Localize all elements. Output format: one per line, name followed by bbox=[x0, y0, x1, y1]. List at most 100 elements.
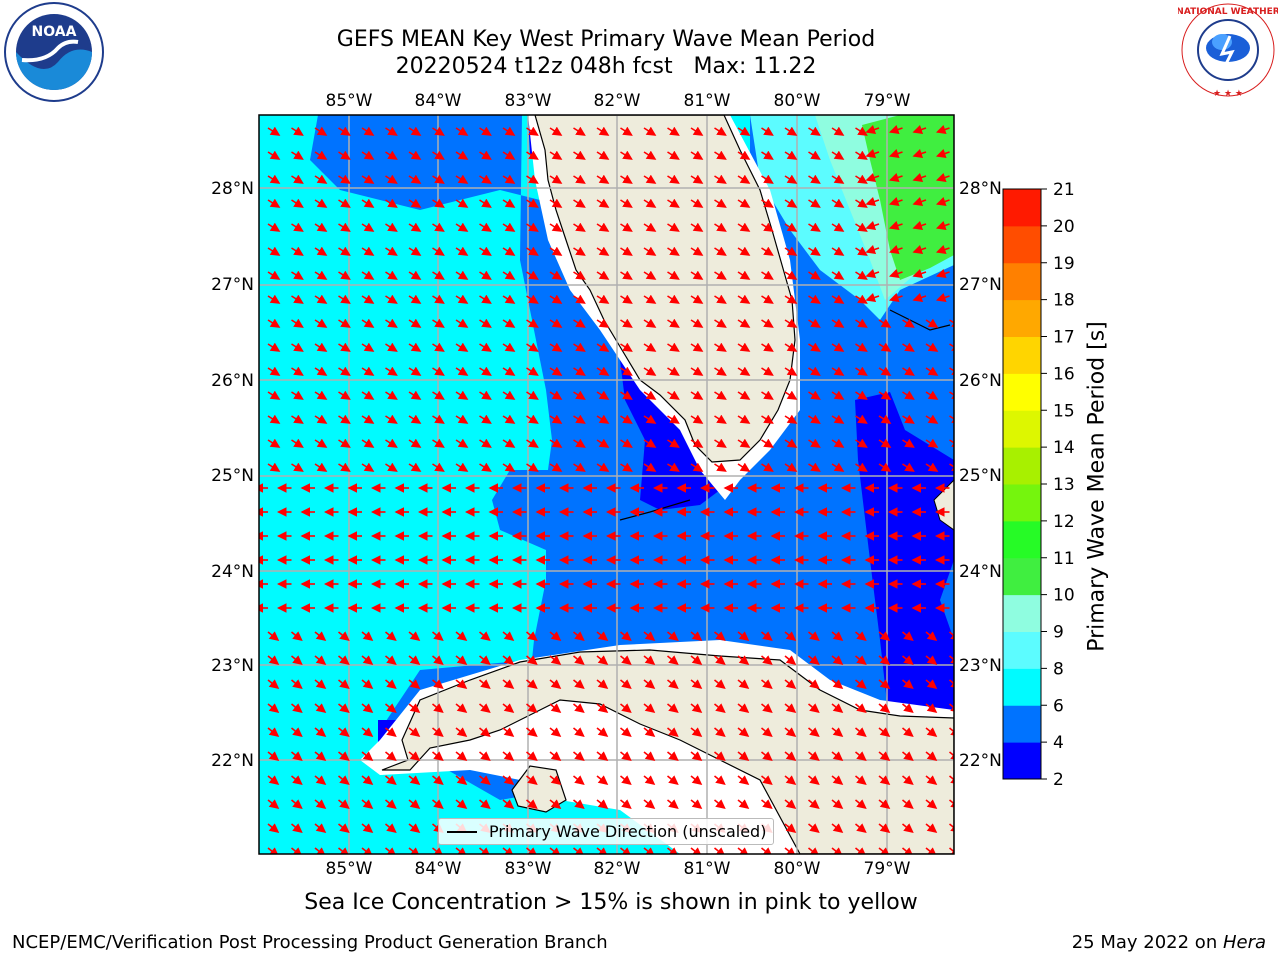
colorbar-segment bbox=[1003, 447, 1041, 485]
wave-direction-arrow bbox=[432, 126, 445, 136]
wave-direction-arrow bbox=[385, 462, 398, 472]
wave-direction-arrow bbox=[314, 150, 328, 160]
wave-direction-arrow bbox=[902, 751, 914, 761]
wave-direction-arrow bbox=[737, 366, 751, 376]
wave-direction-arrow bbox=[549, 414, 563, 424]
wave-direction-arrow bbox=[526, 222, 539, 232]
wave-direction-arrow bbox=[784, 174, 798, 184]
wave-direction-arrow bbox=[291, 366, 304, 376]
colorbar bbox=[1002, 188, 1042, 780]
wave-direction-arrow bbox=[455, 751, 468, 761]
wave-direction-arrow bbox=[784, 679, 797, 689]
wave-direction-arrow bbox=[865, 148, 880, 159]
wave-direction-arrow bbox=[549, 727, 562, 737]
wave-direction-arrow bbox=[888, 292, 903, 303]
map-legend: Primary Wave Direction (unscaled) bbox=[438, 818, 774, 845]
wave-direction-arrow bbox=[949, 751, 954, 761]
wave-direction-arrow bbox=[667, 246, 680, 256]
wave-direction-arrow bbox=[526, 294, 539, 304]
wave-direction-arrow bbox=[949, 823, 954, 833]
wave-direction-arrow bbox=[761, 462, 774, 472]
wave-direction-arrow bbox=[408, 414, 422, 424]
wave-direction-arrow bbox=[596, 294, 610, 304]
wave-direction-arrow bbox=[808, 703, 820, 713]
wave-direction-arrow bbox=[338, 679, 350, 689]
wave-direction-arrow bbox=[784, 198, 798, 208]
wave-direction-arrow bbox=[737, 703, 750, 713]
wave-direction-arrow bbox=[784, 366, 798, 376]
wave-direction-arrow bbox=[784, 390, 798, 400]
wave-direction-arrow bbox=[526, 751, 538, 761]
wave-direction-arrow bbox=[690, 703, 703, 713]
wave-direction-arrow bbox=[831, 390, 845, 400]
lon-tick-top: 84°W bbox=[415, 91, 462, 111]
wave-direction-arrow bbox=[902, 727, 914, 737]
wave-direction-arrow bbox=[935, 244, 950, 255]
wave-direction-arrow bbox=[714, 390, 727, 400]
wave-direction-arrow bbox=[714, 679, 726, 689]
wave-direction-arrow bbox=[361, 823, 374, 833]
wave-direction-arrow bbox=[432, 366, 445, 376]
lon-tick-top: 82°W bbox=[594, 91, 641, 111]
wave-direction-arrow bbox=[408, 390, 422, 400]
wave-direction-arrow bbox=[620, 318, 633, 328]
wave-direction-arrow bbox=[573, 462, 586, 472]
wave-direction-arrow bbox=[690, 438, 704, 448]
wave-direction-arrow bbox=[714, 294, 727, 304]
wave-direction-arrow bbox=[949, 462, 954, 472]
wave-direction-arrow bbox=[455, 294, 469, 304]
wave-direction-arrow bbox=[432, 631, 444, 641]
wave-direction-arrow bbox=[855, 174, 868, 184]
wave-direction-arrow bbox=[573, 679, 585, 689]
wave-direction-arrow bbox=[643, 294, 657, 304]
wave-direction-arrow bbox=[878, 655, 891, 665]
wave-direction-arrow bbox=[737, 727, 750, 737]
colorbar-segment bbox=[1003, 225, 1041, 264]
wave-direction-arrow bbox=[573, 414, 586, 424]
wave-direction-arrow bbox=[549, 294, 563, 304]
wave-direction-arrow bbox=[549, 246, 563, 256]
wave-direction-arrow bbox=[338, 438, 351, 448]
wave-direction-arrow bbox=[935, 220, 950, 231]
wave-direction-arrow bbox=[620, 703, 632, 713]
wave-direction-arrow bbox=[455, 727, 468, 737]
wave-direction-arrow bbox=[855, 727, 867, 737]
wave-direction-arrow bbox=[573, 318, 586, 328]
wave-direction-arrow bbox=[455, 150, 469, 160]
wave-direction-arrow bbox=[479, 174, 492, 184]
noaa-logo-icon: NOAA bbox=[4, 2, 104, 102]
wave-direction-arrow bbox=[338, 823, 350, 833]
colorbar-tick-label: 6 bbox=[1053, 696, 1064, 716]
wave-direction-arrow bbox=[502, 222, 516, 232]
wave-direction-arrow bbox=[526, 390, 539, 400]
wave-direction-arrow bbox=[643, 438, 657, 448]
period-2-4-region-straits bbox=[620, 360, 720, 510]
colorbar-segment bbox=[1003, 336, 1041, 374]
wave-direction-arrow bbox=[865, 196, 880, 207]
wave-direction-arrow bbox=[314, 847, 327, 854]
wave-direction-arrow bbox=[338, 631, 350, 641]
wave-direction-arrow bbox=[878, 799, 891, 809]
wave-direction-arrow bbox=[526, 462, 539, 472]
wave-direction-arrow bbox=[784, 438, 798, 448]
footer-date: 25 May 2022 on Hera bbox=[1072, 932, 1266, 953]
wave-direction-arrow bbox=[761, 198, 774, 208]
wave-direction-arrow bbox=[912, 268, 927, 279]
wave-direction-arrow bbox=[549, 126, 563, 136]
wave-direction-arrow bbox=[573, 438, 586, 448]
wave-direction-arrow bbox=[385, 847, 397, 854]
wave-direction-arrow bbox=[737, 198, 751, 208]
wave-direction-arrow bbox=[949, 655, 954, 665]
wave-direction-arrow bbox=[408, 222, 422, 232]
wave-direction-arrows bbox=[259, 124, 954, 854]
wave-direction-arrow bbox=[831, 342, 845, 352]
wave-direction-arrow bbox=[935, 172, 950, 183]
wave-direction-arrow bbox=[361, 174, 375, 184]
wave-direction-arrow bbox=[714, 414, 727, 424]
wave-direction-arrow bbox=[667, 655, 679, 665]
wave-direction-arrow bbox=[949, 799, 954, 809]
wave-direction-arrow bbox=[620, 799, 632, 809]
wave-direction-arrow bbox=[690, 366, 704, 376]
wave-direction-arrow bbox=[408, 198, 422, 208]
wave-direction-arrow bbox=[761, 126, 774, 136]
